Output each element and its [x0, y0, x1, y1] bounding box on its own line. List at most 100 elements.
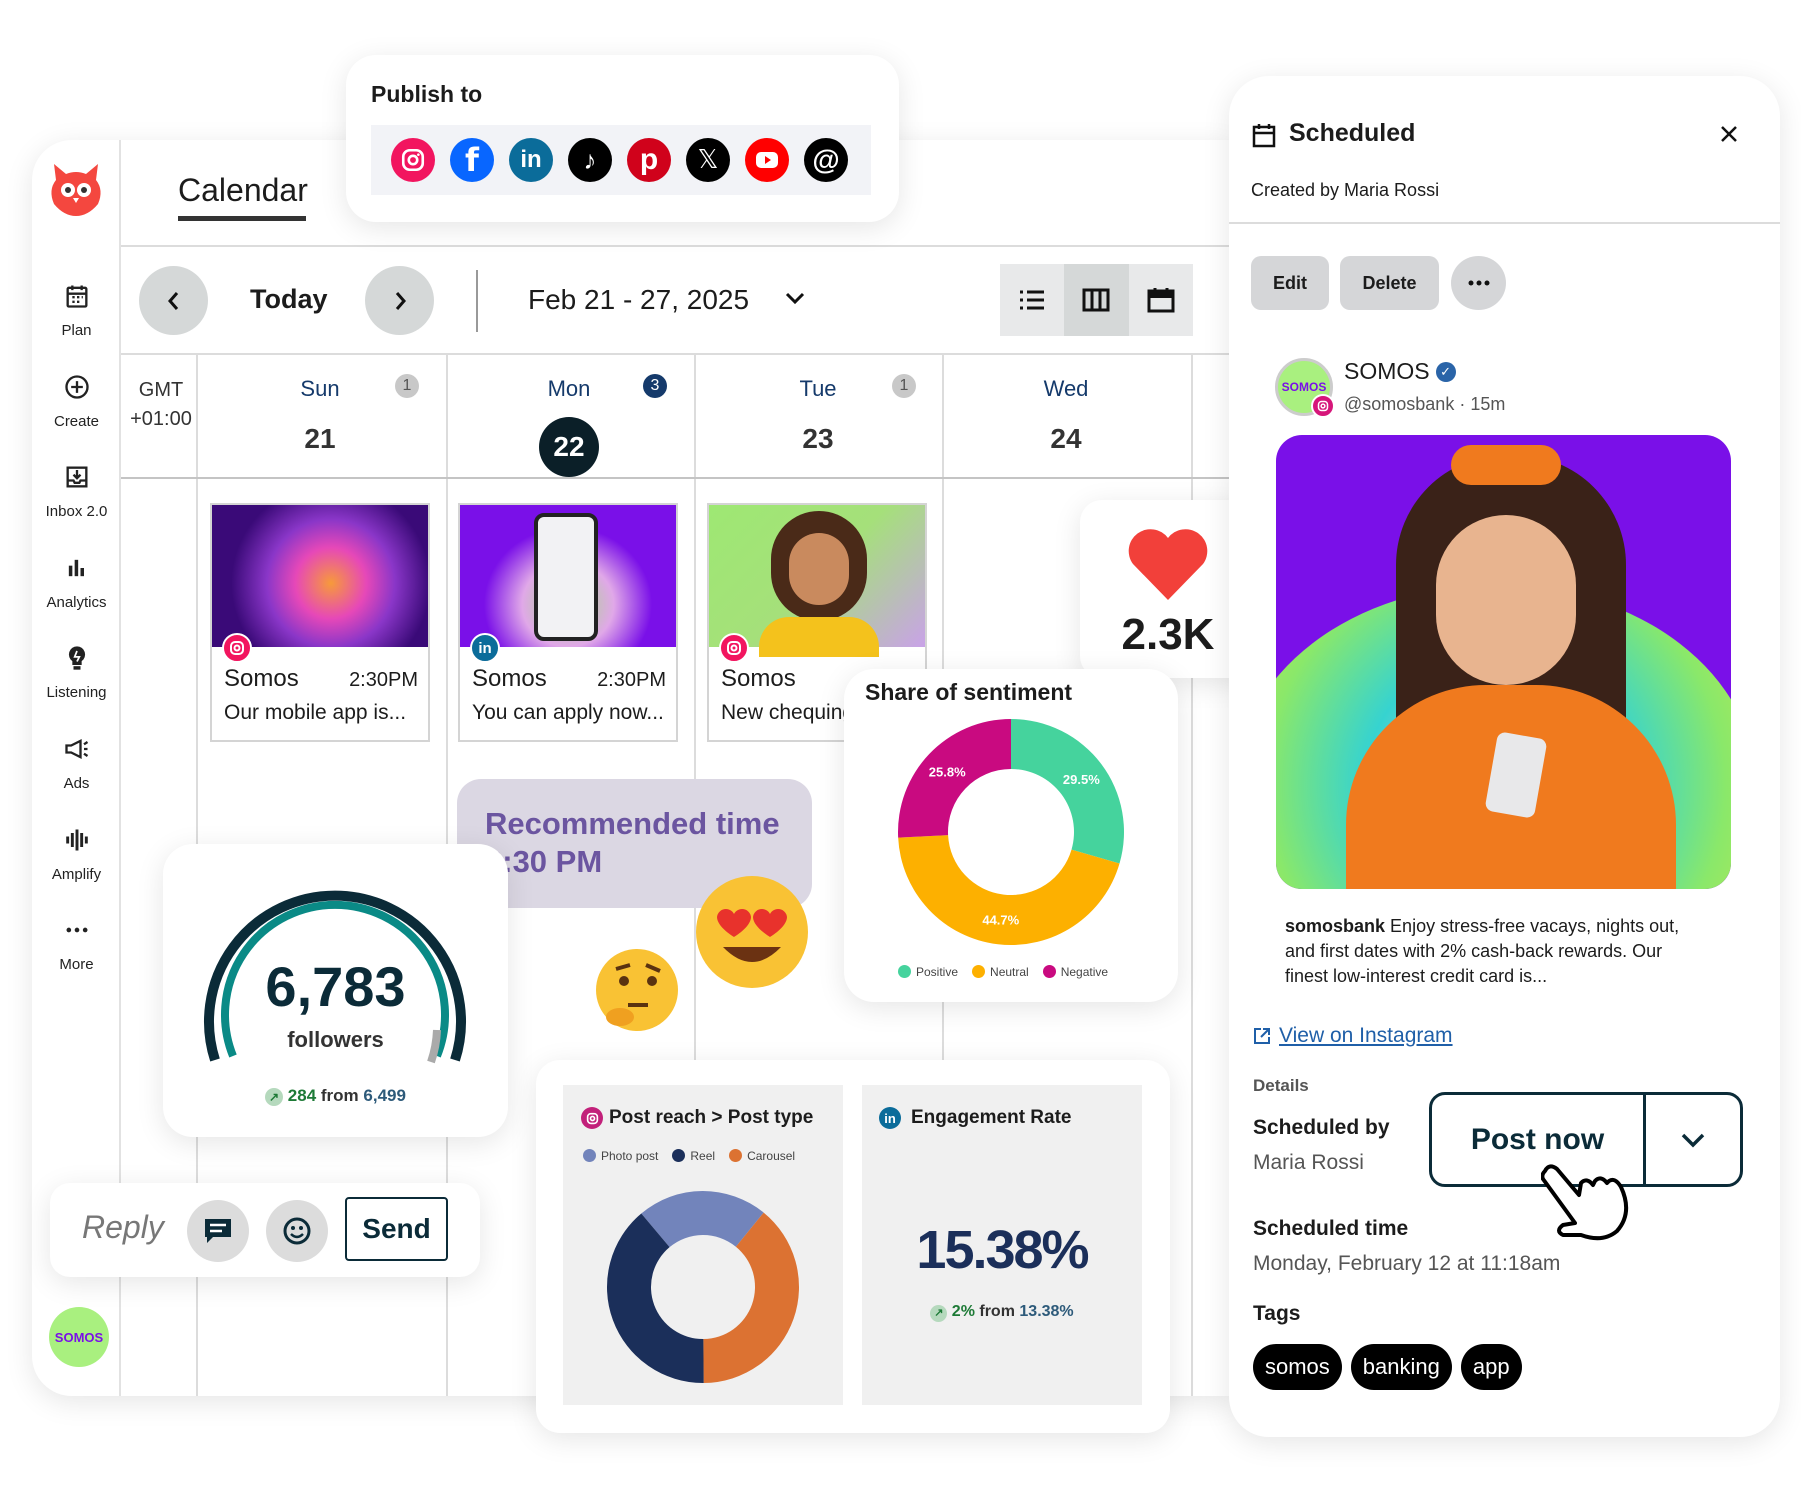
sidebar-item-listening[interactable]: Listening [32, 644, 121, 701]
avatar[interactable]: SOMOS [49, 1307, 109, 1367]
sidebar-item-analytics[interactable]: Analytics [32, 554, 121, 611]
tiktok-icon[interactable]: ♪ [568, 138, 612, 182]
change-value: 2% [951, 1303, 975, 1320]
sidebar-item-amplify[interactable]: Amplify [32, 826, 121, 883]
sidebar-item-create[interactable]: Create [32, 373, 121, 430]
reply-input[interactable]: Reply [82, 1209, 164, 1245]
legend-item: Reel [672, 1149, 715, 1163]
owl-logo-icon[interactable] [46, 160, 106, 216]
sidebar-item-label: Ads [63, 775, 90, 792]
view-link-text: View on Instagram [1279, 1024, 1453, 1047]
emoji-button[interactable] [266, 1200, 328, 1262]
day-name: Tue [799, 376, 837, 401]
view-on-instagram-link[interactable]: View on Instagram [1253, 1024, 1453, 1048]
chevron-down-icon[interactable] [784, 290, 806, 306]
sidebar-item-ads[interactable]: Ads [32, 735, 121, 792]
divider [1229, 222, 1780, 224]
amplify-icon [65, 829, 88, 851]
chart-legend: Photo post Reel Carousel [583, 1149, 795, 1163]
post-count-badge: 1 [395, 374, 419, 398]
scheduled-by-value: Maria Rossi [1253, 1151, 1364, 1174]
publish-to-card: Publish to f in ♪ p 𝕏 @ [346, 55, 899, 222]
more-icon [66, 927, 87, 933]
day-name: Wed [1043, 376, 1089, 401]
sidebar-item-label: Listening [46, 684, 107, 701]
pinterest-icon[interactable]: p [627, 138, 671, 182]
scheduled-time-label: Scheduled time [1253, 1217, 1409, 1240]
threads-icon[interactable]: @ [804, 138, 848, 182]
chevron-down-icon [1681, 1133, 1705, 1147]
day-name: Sun [300, 376, 340, 401]
post-image [460, 505, 676, 647]
donut-slice-negative [898, 719, 1011, 838]
facebook-icon[interactable]: f [450, 138, 494, 182]
delete-button[interactable]: Delete [1340, 256, 1439, 310]
previous-value: 6,499 [363, 1086, 406, 1105]
post-text: Our mobile app is... [224, 701, 407, 724]
tag-pill[interactable]: somos [1253, 1344, 1342, 1390]
tag-pill[interactable]: app [1460, 1344, 1522, 1390]
more-button[interactable] [1451, 256, 1506, 310]
previous-value: 13.38% [1019, 1303, 1074, 1320]
next-week-button[interactable] [365, 266, 434, 335]
post-now-button[interactable]: Post now [1432, 1095, 1646, 1184]
day-name: Mon [547, 376, 591, 401]
engagement-change: ↗ 2% from 13.38% [862, 1303, 1142, 1322]
timezone-label: GMT +01:00 [128, 376, 194, 434]
send-button[interactable]: Send [345, 1197, 448, 1261]
x-icon[interactable]: 𝕏 [686, 138, 730, 182]
post-card[interactable]: in Somos 2:30PM You can apply now... [458, 503, 678, 742]
list-view-button[interactable] [1000, 264, 1064, 336]
data-label: 29.5% [1063, 772, 1100, 787]
verified-badge-icon: ✓ [1435, 361, 1456, 382]
account-avatar: SOMOS [1275, 358, 1333, 416]
prev-week-button[interactable] [139, 266, 208, 335]
chevron-right-icon [395, 291, 406, 310]
legend-label: Positive [916, 965, 959, 979]
calendar-icon [1252, 124, 1276, 148]
day-number: 24 [1050, 423, 1082, 454]
edit-button[interactable]: Edit [1251, 256, 1329, 310]
legend-label: Neutral [990, 965, 1029, 979]
engagement-title-text: Engagement Rate [911, 1107, 1072, 1128]
day-number-selected: 22 [539, 417, 599, 477]
sidebar-item-plan[interactable]: Plan [32, 282, 121, 339]
caption-text: Enjoy stress-free vacays, nights out, an… [1285, 916, 1680, 986]
post-image[interactable] [1276, 435, 1731, 889]
legend-label: Negative [1060, 965, 1109, 979]
comment-button[interactable] [187, 1200, 249, 1262]
post-time: 2:30PM [597, 669, 666, 691]
engagement-title: in Engagement Rate [879, 1107, 1071, 1129]
sidebar-item-label: More [59, 956, 94, 973]
post-card[interactable]: Somos 2:30PM Our mobile app is... [210, 503, 430, 742]
change-value: 284 [287, 1086, 317, 1105]
instagram-icon [1311, 394, 1335, 418]
donut-slice-photo-post [641, 1191, 764, 1248]
youtube-icon[interactable] [745, 138, 789, 182]
megaphone-icon [64, 738, 88, 760]
legend-item: Photo post [583, 1149, 658, 1163]
donut-slice-reel [607, 1213, 704, 1383]
legend-item: Carousel [729, 1149, 795, 1163]
trend-up-icon: ↗ [930, 1305, 948, 1322]
post-text: New chequing [721, 701, 855, 724]
columns-icon [1082, 288, 1110, 312]
date-range[interactable]: Feb 21 - 27, 2025 [528, 284, 750, 315]
sidebar-item-inbox[interactable]: Inbox 2.0 [32, 463, 121, 520]
close-icon[interactable] [1719, 124, 1739, 144]
post-options-button[interactable] [1646, 1095, 1740, 1184]
sentiment-donut: 29.5% 44.7% 25.8% [898, 719, 1124, 945]
week-view-button[interactable] [1064, 264, 1129, 336]
today-button[interactable]: Today [250, 284, 328, 314]
sidebar-item-more[interactable]: More [32, 916, 121, 973]
linkedin-icon[interactable]: in [509, 138, 553, 182]
post-text: You can apply now... [472, 701, 664, 724]
tag-pill[interactable]: banking [1350, 1344, 1452, 1390]
instagram-icon [581, 1107, 603, 1129]
post-image [212, 505, 428, 647]
recommended-title: Recommended time [485, 806, 780, 841]
panel-title: Scheduled [1289, 119, 1416, 147]
month-view-button[interactable] [1129, 264, 1193, 336]
instagram-icon[interactable] [391, 138, 435, 182]
tab-calendar[interactable]: Calendar [178, 172, 308, 208]
